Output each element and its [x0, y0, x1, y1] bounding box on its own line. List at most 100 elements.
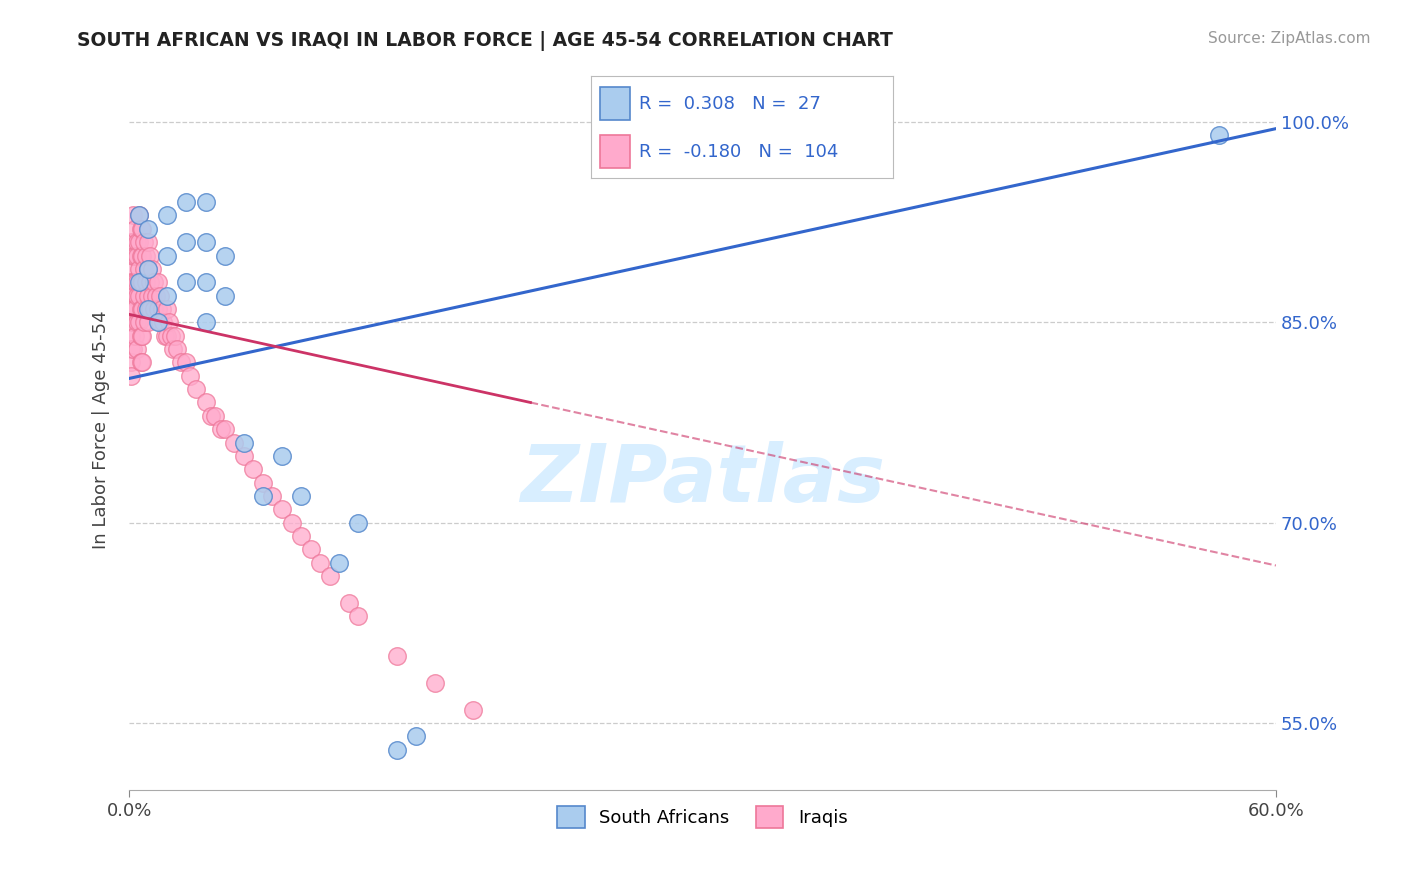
Point — [145, 288, 167, 302]
Point — [125, 275, 148, 289]
Point — [134, 261, 156, 276]
Point — [156, 301, 179, 316]
Point — [280, 516, 302, 530]
Point — [252, 489, 274, 503]
Point — [170, 355, 193, 369]
Point — [125, 248, 148, 262]
Point — [122, 301, 145, 316]
Point — [146, 315, 169, 329]
Point — [122, 288, 145, 302]
Point — [150, 301, 173, 316]
Point — [129, 248, 152, 262]
Point — [129, 275, 152, 289]
Point — [176, 195, 198, 210]
Point — [128, 275, 150, 289]
Point — [156, 288, 179, 302]
Point — [141, 288, 163, 302]
Point — [136, 261, 159, 276]
Point — [271, 449, 294, 463]
Point — [128, 209, 150, 223]
Point — [176, 355, 198, 369]
Point — [136, 315, 159, 329]
Point — [156, 209, 179, 223]
Point — [139, 301, 162, 316]
Point — [405, 730, 427, 744]
Point — [122, 248, 145, 262]
Point — [252, 475, 274, 490]
Point — [385, 743, 408, 757]
Point — [131, 275, 153, 289]
Point — [139, 275, 162, 289]
Point — [125, 288, 148, 302]
Point — [124, 301, 146, 316]
Point — [463, 703, 485, 717]
Point — [328, 556, 350, 570]
Point — [129, 222, 152, 236]
Point — [232, 435, 254, 450]
Point — [129, 328, 152, 343]
Point — [128, 235, 150, 250]
Point — [129, 355, 152, 369]
Point — [152, 315, 174, 329]
Point — [120, 342, 142, 356]
Bar — [599, 87, 630, 120]
Point — [122, 235, 145, 250]
Point — [131, 222, 153, 236]
Point — [160, 328, 183, 343]
Point — [337, 596, 360, 610]
Text: ZIPatlas: ZIPatlas — [520, 441, 884, 519]
Point — [131, 355, 153, 369]
Point — [224, 435, 246, 450]
Point — [136, 288, 159, 302]
Point — [125, 342, 148, 356]
Point — [120, 275, 142, 289]
Point — [299, 542, 322, 557]
Point — [242, 462, 264, 476]
Bar — [599, 136, 630, 168]
Point — [156, 328, 179, 343]
Point — [385, 649, 408, 664]
Point — [124, 222, 146, 236]
Point — [179, 368, 201, 383]
Point — [194, 195, 217, 210]
Point — [141, 261, 163, 276]
Point — [124, 328, 146, 343]
Legend: South Africans, Iraqis: South Africans, Iraqis — [550, 798, 855, 835]
Point — [139, 248, 162, 262]
Point — [146, 275, 169, 289]
Point — [120, 355, 142, 369]
Point — [149, 288, 172, 302]
Point — [214, 288, 236, 302]
Point — [204, 409, 226, 423]
Point — [131, 301, 153, 316]
Point — [131, 328, 153, 343]
Point — [135, 301, 157, 316]
Point — [120, 235, 142, 250]
Point — [149, 315, 172, 329]
Point — [135, 275, 157, 289]
Point — [290, 529, 312, 543]
Point — [155, 328, 177, 343]
Point — [184, 382, 207, 396]
Point — [120, 328, 142, 343]
Point — [142, 301, 165, 316]
Point — [136, 301, 159, 316]
Point — [135, 248, 157, 262]
Point — [156, 248, 179, 262]
Point — [209, 422, 232, 436]
Point — [162, 342, 184, 356]
Y-axis label: In Labor Force | Age 45-54: In Labor Force | Age 45-54 — [93, 310, 110, 549]
Point — [146, 301, 169, 316]
Point — [120, 301, 142, 316]
Point — [128, 315, 150, 329]
Point — [194, 395, 217, 409]
Point — [125, 315, 148, 329]
Point — [136, 235, 159, 250]
Point — [1208, 128, 1230, 143]
Point — [347, 609, 370, 624]
Point — [262, 489, 284, 503]
Point — [232, 449, 254, 463]
Point — [194, 235, 217, 250]
Point — [136, 222, 159, 236]
Point — [134, 235, 156, 250]
